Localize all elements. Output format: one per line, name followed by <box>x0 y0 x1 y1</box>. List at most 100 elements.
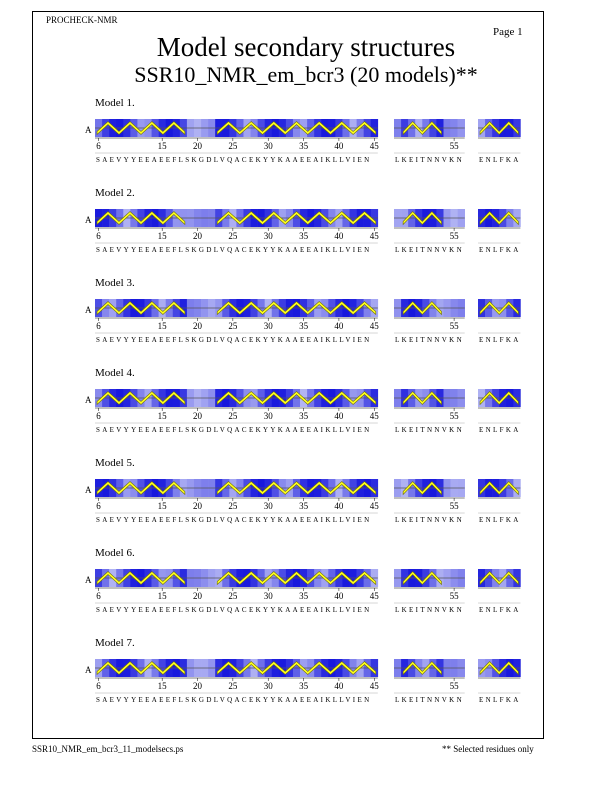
helix-ribbon <box>479 391 519 406</box>
tick-label: 15 <box>158 141 168 151</box>
model-block: Model 2. A 6 15 20 25 30 35 40 45 SAEVYYEEAEEFLSKG… <box>0 187 612 267</box>
chain-label: A <box>85 665 92 675</box>
segment-seg3: ENLFKA <box>478 659 521 704</box>
tick-label: 55 <box>450 141 460 151</box>
segment-seg3: ENLFKA <box>478 479 521 524</box>
helix-ribbon <box>96 481 186 496</box>
tick-label: 25 <box>228 501 238 511</box>
helix-ribbon <box>216 121 377 136</box>
tick-label: 35 <box>299 321 309 331</box>
segment-seg3: ENLFKA <box>478 209 521 254</box>
sequence-text: SAEVYYEEAEEFLSKGDLVQACEKYYKAAEEAIKLLVIEN <box>96 696 371 704</box>
sequence-text: ENLFKA <box>479 336 521 344</box>
secondary-structure-plot: 6 15 20 25 30 35 40 45 SAEVYYEEAEEFLSKGDLVQACEKY… <box>95 659 521 704</box>
tick-label: 15 <box>158 501 168 511</box>
helix-ribbon <box>402 121 442 136</box>
helix-ribbon <box>216 661 377 676</box>
sequence-text: LKEITNNVKN <box>395 696 464 704</box>
helix-ribbon <box>402 571 442 586</box>
tick-label: 55 <box>450 591 460 601</box>
tick-label: 25 <box>228 411 238 421</box>
tick-label: 6 <box>96 591 101 601</box>
sequence-text: SAEVYYEEAEEFLSKGDLVQACEKYYKAAEEAIKLLVIEN <box>96 516 371 524</box>
program-label: PROCHECK-NMR <box>46 15 118 25</box>
model-label: Model 7. <box>95 637 135 649</box>
tick-label: 40 <box>334 501 344 511</box>
sequence-text: SAEVYYEEAEEFLSKGDLVQACEKYYKAAEEAIKLLVIEN <box>96 606 371 614</box>
chain-label: A <box>85 485 92 495</box>
sequence-text: ENLFKA <box>479 516 521 524</box>
tick-label: 40 <box>334 141 344 151</box>
sequence-text: LKEITNNVKN <box>395 156 464 164</box>
secondary-structure-plot: 6 15 20 25 30 35 40 45 SAEVYYEEAEEFLSKGDLVQACEKY… <box>95 299 521 344</box>
page-title: Model secondary structures <box>156 32 456 62</box>
sequence-text: SAEVYYEEAEEFLSKGDLVQACEKYYKAAEEAIKLLVIEN <box>96 246 371 254</box>
tick-label: 35 <box>299 501 309 511</box>
model-block: Model 5. A 6 15 20 25 30 35 40 45 SAEVYYEEAEEFLSKG… <box>0 457 612 537</box>
tick-label: 35 <box>299 681 309 691</box>
sequence-text: ENLFKA <box>479 246 521 254</box>
tick-label: 40 <box>334 591 344 601</box>
helix-ribbon <box>216 391 377 406</box>
sequence-text: LKEITNNVKN <box>395 606 464 614</box>
model-block: Model 6. A 6 15 20 25 30 35 40 45 SAEVYYEEAEEFLSKG… <box>0 547 612 627</box>
tick-label: 45 <box>370 411 380 421</box>
tick-label: 6 <box>96 141 101 151</box>
tick-label: 6 <box>96 681 101 691</box>
helix-ribbon <box>402 391 442 406</box>
helix-ribbon <box>402 481 442 496</box>
helix-ribbon <box>402 661 442 676</box>
sequence-text: SAEVYYEEAEEFLSKGDLVQACEKYYKAAEEAIKLLVIEN <box>96 426 371 434</box>
tick-label: 45 <box>370 501 380 511</box>
segment-seg1: 6 15 20 25 30 35 40 45 SAEVYYEEAEEFLSKGDLVQACEKY… <box>95 389 379 434</box>
footer-note: ** Selected residues only <box>442 744 534 754</box>
model-label: Model 6. <box>95 547 135 559</box>
secondary-structure-plot: 6 15 20 25 30 35 40 45 SAEVYYEEAEEFLSKGDLVQACEKY… <box>95 479 521 524</box>
helix-ribbon <box>479 301 519 316</box>
segment-seg2: 55 LKEITNNVKN <box>394 389 465 434</box>
tick-label: 20 <box>193 321 203 331</box>
helix-ribbon <box>216 301 377 316</box>
segment-seg3: ENLFKA <box>478 299 521 344</box>
segment-seg1: 6 15 20 25 30 35 40 45 SAEVYYEEAEEFLSKGDLVQACEKY… <box>95 209 379 254</box>
tick-label: 45 <box>370 321 380 331</box>
segment-seg2: 55 LKEITNNVKN <box>394 209 465 254</box>
tick-label: 40 <box>334 321 344 331</box>
segment-seg3: ENLFKA <box>478 119 521 164</box>
chain-label: A <box>85 125 92 135</box>
tick-label: 30 <box>264 231 274 241</box>
segment-seg1: 6 15 20 25 30 35 40 45 SAEVYYEEAEEFLSKGDLVQACEKY… <box>95 299 379 344</box>
helix-ribbon <box>96 661 186 676</box>
helix-ribbon <box>479 481 519 496</box>
tick-label: 35 <box>299 411 309 421</box>
sequence-text: ENLFKA <box>479 156 521 164</box>
tick-label: 20 <box>193 411 203 421</box>
segment-seg1: 6 15 20 25 30 35 40 45 SAEVYYEEAEEFLSKGDLVQACEKY… <box>95 119 379 164</box>
page-number: Page 1 <box>493 26 523 38</box>
page-subtitle: SSR10_NMR_em_bcr3 (20 models)** <box>134 62 478 87</box>
tick-label: 30 <box>264 501 274 511</box>
helix-ribbon <box>96 301 186 316</box>
helix-ribbon <box>96 571 186 586</box>
sequence-text: LKEITNNVKN <box>395 426 464 434</box>
chain-label: A <box>85 395 92 405</box>
model-label: Model 3. <box>95 277 135 289</box>
segment-seg1: 6 15 20 25 30 35 40 45 SAEVYYEEAEEFLSKGDLVQACEKY… <box>95 479 379 524</box>
tick-label: 55 <box>450 411 460 421</box>
tick-label: 35 <box>299 141 309 151</box>
secondary-structure-plot: 6 15 20 25 30 35 40 45 SAEVYYEEAEEFLSKGDLVQACEKY… <box>95 389 521 434</box>
model-block: Model 3. A 6 15 20 25 30 35 40 45 SAEVYYEEAEEFLSKG… <box>0 277 612 357</box>
sequence-text: ENLFKA <box>479 696 521 704</box>
tick-label: 6 <box>96 501 101 511</box>
segment-seg1: 6 15 20 25 30 35 40 45 SAEVYYEEAEEFLSKGDLVQACEKY… <box>95 569 379 614</box>
sequence-text: LKEITNNVKN <box>395 516 464 524</box>
tick-label: 20 <box>193 501 203 511</box>
helix-ribbon <box>479 661 519 676</box>
helix-ribbon <box>216 571 377 586</box>
tick-label: 20 <box>193 681 203 691</box>
tick-label: 25 <box>228 591 238 601</box>
tick-label: 6 <box>96 321 101 331</box>
sequence-text: SAEVYYEEAEEFLSKGDLVQACEKYYKAAEEAIKLLVIEN <box>96 336 371 344</box>
tick-label: 25 <box>228 321 238 331</box>
tick-label: 45 <box>370 591 380 601</box>
